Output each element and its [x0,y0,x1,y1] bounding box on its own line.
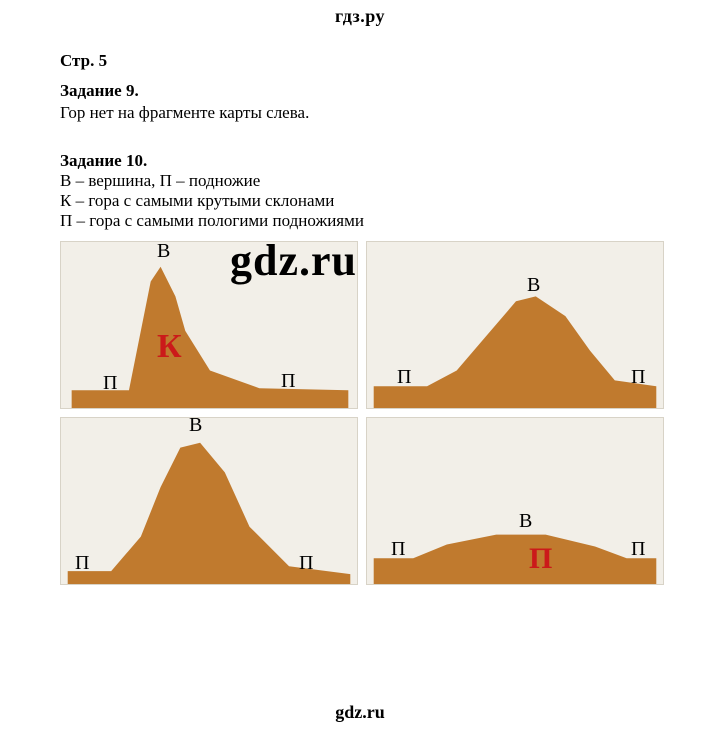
label-P-left-tl: П [103,372,117,395]
label-P-left-br: П [391,538,405,561]
label-P-right-bl: П [299,552,313,575]
panel-bottom-left: В П П [60,417,358,585]
panel-top-left: В П П К [60,241,358,409]
panel-top-right: В П П [366,241,664,409]
label-P-left-bl: П [75,552,89,575]
label-V-tl: В [157,240,170,263]
label-P-right-tr: П [631,366,645,389]
task9-body: Гор нет на фрагменте карты слева. [60,103,660,123]
label-P-right-tl: П [281,370,295,393]
page-number: Стр. 5 [60,51,660,71]
task10-line1: В – вершина, П – подножие [60,171,660,191]
figure-area: gdz.ru В П П К В П П [60,241,664,586]
label-P-left-tr: П [397,366,411,389]
task10-line3: П – гора с самыми пологими подножиями [60,211,660,231]
watermark-bottom: gdz.ru [0,702,720,723]
watermark-top: гдз.ру [0,0,720,27]
task10-title: Задание 10. [60,151,660,171]
label-V-bl: В [189,414,202,437]
task9-title: Задание 9. [60,81,660,101]
label-P-right-br: П [631,538,645,561]
label-K-red: К [157,328,182,366]
label-V-br: В [519,510,532,533]
mountain-tr-path [374,296,657,408]
label-V-tr: В [527,274,540,297]
panel-bottom-right: В П П П [366,417,664,585]
mountain-br-path [374,535,657,584]
mountain-br [367,418,663,584]
content-block: Стр. 5 Задание 9. Гор нет на фрагменте к… [0,27,720,586]
task10-line2: К – гора с самыми крутыми склонами [60,191,660,211]
label-P-red: П [529,542,552,576]
